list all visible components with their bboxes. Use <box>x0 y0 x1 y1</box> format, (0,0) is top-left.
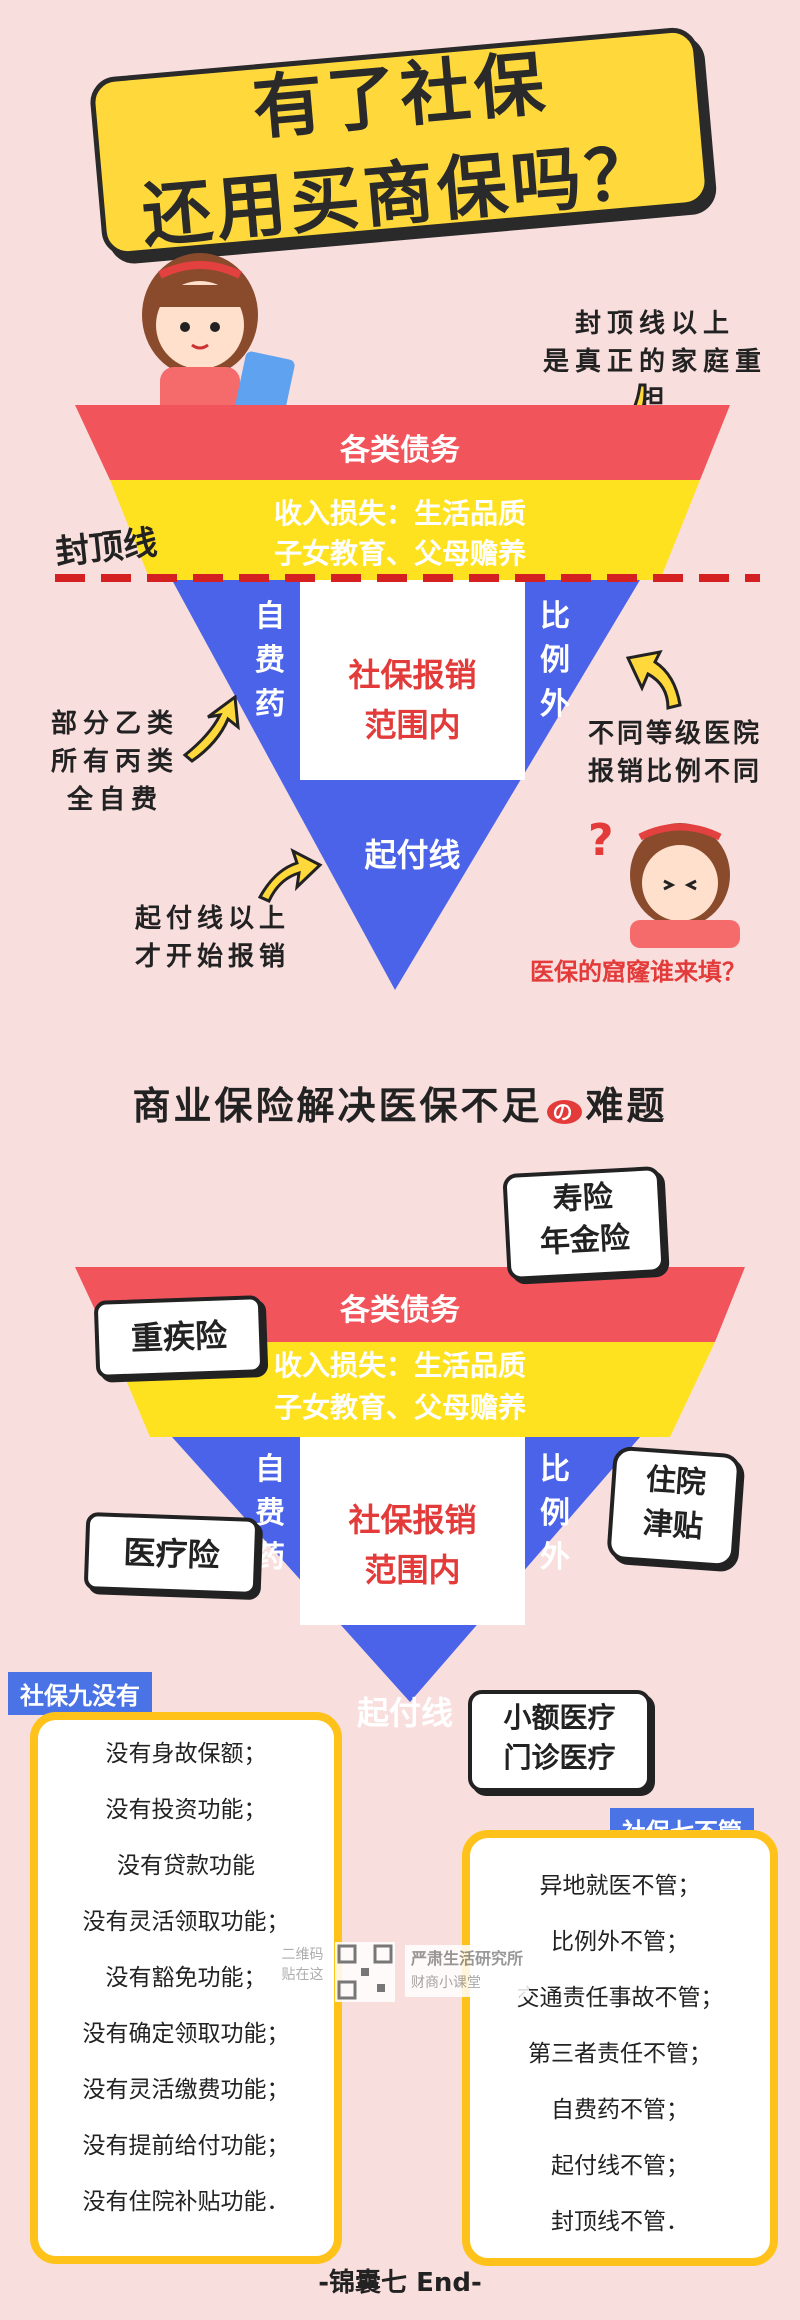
note-deductible: 起付线以上 才开始报销 <box>135 904 291 972</box>
bubble-small-medical: 小额医疗 门诊医疗 <box>468 1690 651 1792</box>
bubble-life-annuity: 寿险 年金险 <box>502 1165 666 1282</box>
list-item: 自费药不管； <box>551 2097 689 2123</box>
bubble-medical: 医疗险 <box>83 1512 260 1596</box>
qr-placeholder-text: 二维码 贴在这 <box>275 1945 330 1985</box>
list-item: 起付线不管； <box>551 2153 689 2179</box>
question-mark: ? <box>588 815 614 866</box>
list-item: 交通责任事故不管； <box>516 1985 724 2011</box>
qr-code-icon <box>335 1942 395 2002</box>
girl-illustration <box>142 253 295 422</box>
center-box <box>300 1437 525 1625</box>
list-item: 没有灵活缴费功能； <box>82 2077 290 2103</box>
deductible-label-2: 起付线 <box>356 1694 453 1732</box>
list-item: 封顶线不管． <box>551 2209 689 2235</box>
deductible-label: 起付线 <box>364 836 461 874</box>
list-item: 没有灵活领取功能； <box>82 1909 290 1935</box>
note-partial-b: 部分乙类 所有丙类 全自费 <box>50 709 179 815</box>
debt-label-2: 各类债务 <box>340 1293 460 1328</box>
center-label-2: 社保报销 范围内 <box>348 1501 477 1589</box>
list-item: 没有投资功能； <box>105 1797 267 1823</box>
list-item: 没有提前给付功能； <box>82 2133 290 2159</box>
worried-girl-illustration <box>630 823 740 948</box>
center-label: 社保报销 范围内 <box>348 656 477 744</box>
arrow-icon <box>257 847 323 903</box>
debt-label: 各类债务 <box>340 433 460 468</box>
footer-end: -锦囊七 End- <box>318 2268 482 2298</box>
income-label: 收入损失：生活品质 子女教育、父母赡养 <box>273 497 526 570</box>
diagram-1 <box>55 405 760 990</box>
brand-watermark: 严肃生活研究所 财商小课堂 <box>405 1945 530 1997</box>
list-item: 比例外不管； <box>551 1929 689 1955</box>
nine-no-list: 没有身故保额； 没有投资功能； 没有贷款功能 没有灵活领取功能； 没有豁免功能；… <box>30 1712 342 2264</box>
list-item: 没有住院补贴功能． <box>82 2189 290 2215</box>
seven-no-list: 异地就医不管； 比例外不管； 交通责任事故不管； 第三者责任不管； 自费药不管；… <box>462 1830 778 2266</box>
income-layer <box>110 480 700 580</box>
bubble-hospital-allowance: 住院 津贴 <box>606 1445 742 1569</box>
list-item: 没有确定领取功能； <box>82 2021 290 2047</box>
bubble-critical-illness: 重疾险 <box>93 1295 265 1379</box>
self-drug-label: 自费药 <box>255 599 285 722</box>
list-item: 第三者责任不管； <box>528 2041 712 2067</box>
list-item: 没有身故保额； <box>105 1741 267 1767</box>
note-cap-burden: 封顶线以上 是真正的家庭重担 <box>542 309 767 415</box>
list-item: 异地就医不管； <box>539 1873 701 1899</box>
ratio-label-2: 比例外 <box>540 1452 570 1575</box>
arrow-icon <box>625 649 682 710</box>
section-2-title: 商业保险解决医保不足の难题 <box>132 1084 668 1128</box>
self-drug-label-2: 自费药 <box>255 1452 285 1575</box>
note-ratio: 不同等级医院 报销比例不同 <box>587 719 762 787</box>
arrow-icon <box>182 695 240 763</box>
debt-layer <box>75 405 730 480</box>
nine-no-tag: 社保九没有 <box>8 1672 152 1715</box>
ratio-label: 比例外 <box>540 599 570 722</box>
question-text: 医保的窟窿谁来填？ <box>530 958 746 986</box>
center-box <box>300 580 525 780</box>
list-item: 没有豁免功能； <box>105 1965 267 1991</box>
income-label-2: 收入损失：生活品质 子女教育、父母赡养 <box>273 1349 526 1424</box>
list-item: 没有贷款功能 <box>117 1853 255 1879</box>
